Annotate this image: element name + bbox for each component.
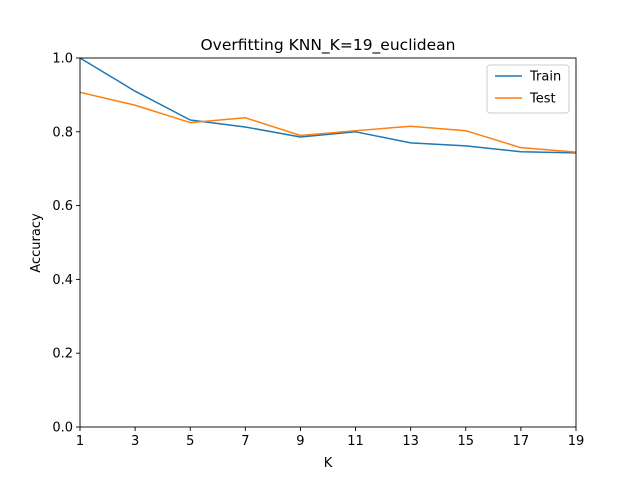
chart-title: Overfitting KNN_K=19_euclidean xyxy=(200,36,455,55)
plot-area: 1 3 5 7 9 11 13 15 17 190.00.20.40.60.81.0 xyxy=(52,52,584,450)
x-tick-label: 19 xyxy=(568,434,585,449)
x-tick-label: 5 xyxy=(186,434,194,449)
legend: Train Test xyxy=(486,64,570,114)
legend-label-test: Test xyxy=(529,92,556,107)
y-tick-label: 0.8 xyxy=(52,125,73,140)
x-tick-label: 3 xyxy=(131,434,139,449)
x-tick-label: 9 xyxy=(296,434,304,449)
y-tick-label: 0.0 xyxy=(52,421,73,436)
x-tick-label: 11 xyxy=(347,434,364,449)
x-axis-title: K xyxy=(324,456,333,471)
series-line-test xyxy=(79,91,577,153)
x-tick-label: 7 xyxy=(241,434,249,449)
y-tick-label: 0.4 xyxy=(52,273,73,288)
legend-label-train: Train xyxy=(529,70,561,85)
axes-frame xyxy=(79,57,577,428)
y-tick-label: 1.0 xyxy=(52,52,73,67)
legend-box xyxy=(486,64,570,114)
x-tick-label: 1 xyxy=(76,434,84,449)
series-line-train xyxy=(79,57,577,154)
x-tick-label: 15 xyxy=(458,434,475,449)
y-tick-label: 0.6 xyxy=(52,199,73,214)
y-tick-label: 0.2 xyxy=(52,347,73,362)
x-tick-label: 13 xyxy=(402,434,419,449)
y-axis-title: Accuracy xyxy=(29,213,44,273)
x-tick-label: 17 xyxy=(513,434,530,449)
